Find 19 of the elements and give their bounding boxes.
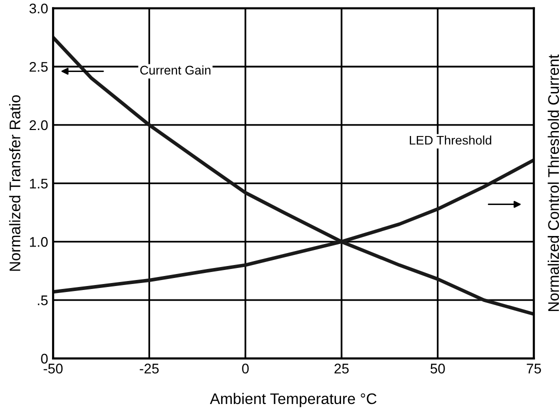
y-tick-label: 1.0 <box>30 237 48 247</box>
y-tick-label: 2.0 <box>30 120 48 130</box>
line-series <box>53 36 534 316</box>
x-tick-label: 25 <box>334 364 349 374</box>
x-tick-label: 0 <box>242 364 249 374</box>
x-tick-label: 75 <box>526 364 541 374</box>
y2-axis-title: Normalized Control Threshold Current <box>548 54 559 312</box>
y-tick-label: 1.5 <box>30 178 48 189</box>
x-tick-label: -25 <box>140 364 159 374</box>
x-axis-title: Ambient Temperature °C <box>210 392 376 408</box>
x-tick-label: -50 <box>44 364 63 374</box>
y-tick-label: 0 <box>41 354 48 364</box>
annotation: LED Threshold <box>410 135 492 145</box>
y-tick-label: 3.0 <box>29 4 48 14</box>
x-tick-label: 50 <box>430 364 445 374</box>
annotation: Current Gain <box>140 65 210 75</box>
y-axis-title: Normalized Transfer Ratio <box>9 95 20 271</box>
y-tick-label: .5 <box>38 296 48 306</box>
y-tick-label: 2.5 <box>30 62 48 72</box>
